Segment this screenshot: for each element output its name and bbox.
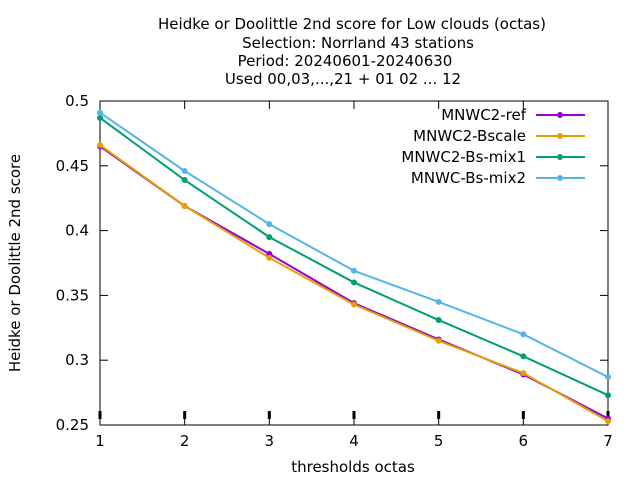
y-axis-label: Heidke or Doolittle 2nd score xyxy=(6,154,24,372)
y-tick-label: 0.25 xyxy=(56,416,89,434)
series-MNWC-Bs-mix2 xyxy=(97,109,611,381)
data-point xyxy=(266,221,273,228)
data-point xyxy=(181,202,188,209)
legend-marker xyxy=(557,175,563,181)
data-point xyxy=(605,392,611,399)
x-tick-label: 3 xyxy=(265,432,275,450)
legend: MNWC2-ref MNWC2-Bscale MNWC2-Bs-mix1 MNWC-B… xyxy=(401,106,585,187)
data-point xyxy=(435,317,442,324)
x-tick-label: 5 xyxy=(434,432,444,450)
y-tick-label: 0.35 xyxy=(56,286,89,304)
series-MNWC2-Bs-mix1 xyxy=(97,114,611,399)
legend-marker xyxy=(557,112,563,118)
title-line-3: Period: 20240601-20240630 xyxy=(238,52,453,70)
data-point xyxy=(605,374,611,381)
data-point xyxy=(520,331,527,338)
data-point xyxy=(351,279,357,286)
x-tick-label: 1 xyxy=(95,432,105,450)
plot-frame xyxy=(99,100,609,426)
data-point xyxy=(266,234,273,241)
legend-label: MNWC2-Bs-mix1 xyxy=(401,148,526,166)
x-tick-label: 7 xyxy=(603,432,613,450)
data-point xyxy=(435,337,442,344)
legend-marker xyxy=(557,154,563,160)
series-group xyxy=(97,109,611,425)
y-tick-label: 0.45 xyxy=(56,157,89,175)
data-point xyxy=(181,167,188,174)
data-point xyxy=(181,177,188,184)
x-tick-label: 6 xyxy=(519,432,529,450)
data-point xyxy=(97,114,103,121)
legend-label: MNWC2-ref xyxy=(441,106,526,124)
y-tick-label: 0.3 xyxy=(65,351,89,369)
x-axis-label: thresholds octas xyxy=(291,458,415,476)
data-point xyxy=(435,298,442,305)
series-line xyxy=(99,111,609,378)
data-point xyxy=(266,254,273,261)
data-point xyxy=(520,353,527,360)
legend-label: MNWC-Bs-mix2 xyxy=(411,169,526,187)
series-line xyxy=(99,117,609,397)
x-tick-label: 2 xyxy=(180,432,190,450)
legend-marker xyxy=(557,133,563,139)
data-point xyxy=(605,418,611,425)
x-tick-label: 4 xyxy=(349,432,359,450)
series-MNWC2-Bscale xyxy=(97,142,611,425)
axis-ticks: 0.25 0.3 0.35 0.4 0.45 0.5 1 2 3 4 5 6 7 xyxy=(56,92,613,450)
data-point xyxy=(97,109,103,116)
title-line-2: Selection: Norrland 43 stations xyxy=(242,34,474,52)
legend-label: MNWC2-Bscale xyxy=(413,127,526,145)
data-point xyxy=(520,370,527,377)
data-point xyxy=(351,267,357,274)
y-tick-label: 0.5 xyxy=(65,92,89,110)
title-line-4: Used 00,03,...,21 + 01 02 ... 12 xyxy=(225,70,461,88)
data-point xyxy=(97,142,103,149)
y-tick-label: 0.4 xyxy=(65,222,89,240)
data-point xyxy=(351,301,357,308)
title-line-1: Heidke or Doolittle 2nd score for Low cl… xyxy=(158,15,546,33)
chart-title: Heidke or Doolittle 2nd score for Low cl… xyxy=(158,15,546,88)
